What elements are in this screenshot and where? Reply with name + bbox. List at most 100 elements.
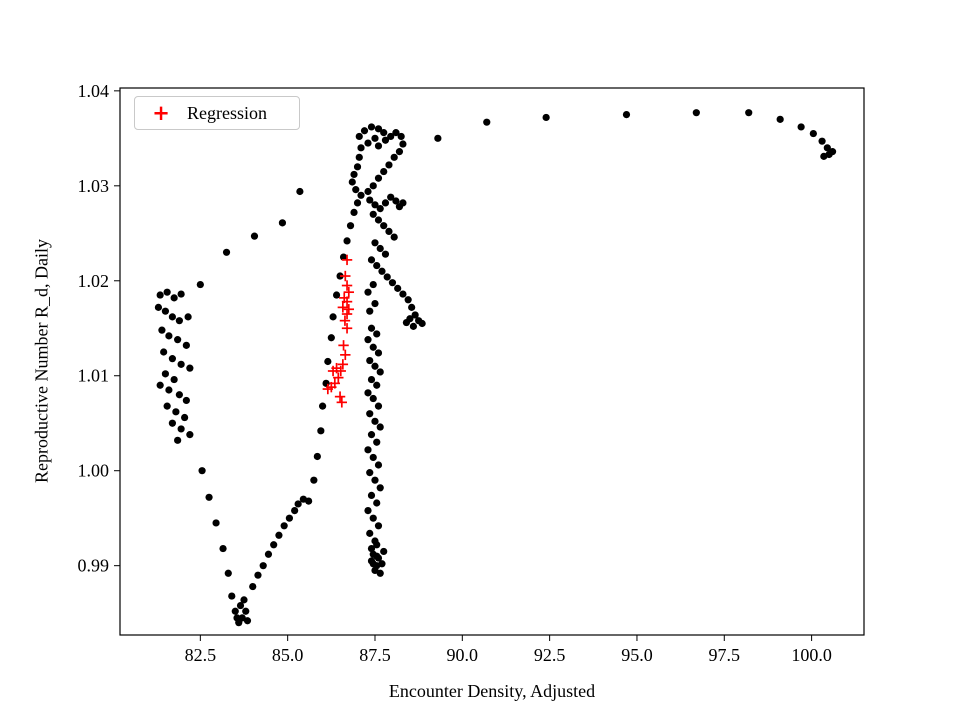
data-point [236,601,245,610]
data-point [350,170,358,179]
data-point [170,375,178,384]
data-point [378,560,386,568]
data-point [381,250,390,258]
data-point [313,452,321,461]
data-point [371,134,379,142]
data-point [745,109,753,117]
data-point [376,205,384,213]
data-point [196,280,204,289]
data-point [371,239,379,247]
data-point [264,550,273,558]
data-point [233,614,241,622]
data-point [350,208,358,217]
data-point [291,506,299,515]
data-point [222,248,231,256]
data-point [387,193,395,201]
data-point [374,125,383,133]
data-point [399,140,407,148]
data-point [371,201,379,209]
data-point [165,332,173,340]
data-point [184,313,192,321]
data-point [390,233,398,241]
data-point [374,554,383,562]
data-point [394,284,402,292]
data-point [352,186,360,194]
data-point [367,557,376,565]
data-point [318,402,327,410]
data-point [168,419,176,427]
data-point [367,431,376,439]
data-point [369,280,377,289]
data-point [369,210,377,218]
data-point [364,446,372,454]
data-point [367,375,376,384]
data-point [228,592,236,600]
data-point [367,324,376,332]
y-tick-label: 0.99 [78,556,110,576]
data-point [383,273,391,281]
data-point [380,222,388,230]
data-point [364,187,372,196]
data-point [408,303,416,311]
data-point [285,514,294,522]
data-point [376,244,384,253]
data-point [366,469,374,477]
data-point [371,476,379,484]
data-point [367,256,376,264]
data-point [249,582,257,591]
data-point [392,129,400,137]
data-point [369,343,377,351]
plot-border [119,87,865,636]
data-point [181,413,189,422]
x-tick-label: 92.5 [534,645,566,665]
data-point [154,303,163,311]
data-point [346,222,355,230]
data-point [270,541,278,549]
data-point [406,315,414,323]
data-point [339,253,348,261]
data-point [374,461,383,469]
data-point [381,136,390,144]
data-point [353,163,362,171]
data-point [692,109,700,117]
data-point [388,279,397,287]
data-point [364,389,372,397]
data-point [357,191,365,199]
data-point [170,294,178,302]
data-point [182,341,190,349]
data-point [387,132,395,141]
data-point [212,519,220,527]
data-point [373,541,381,549]
data-point [366,356,374,365]
data-point [177,290,185,298]
data-point [378,267,386,275]
data-point [240,596,248,604]
data-point [294,500,302,508]
data-point [327,334,335,342]
data-point [366,307,374,315]
data-point [175,391,183,399]
data-point [336,272,344,280]
data-point [373,499,381,507]
data-point [392,197,400,205]
data-point [156,291,164,299]
data-point [374,349,383,357]
data-point [329,313,337,321]
data-point [182,396,190,405]
data-point [332,291,341,299]
data-point [355,132,363,141]
data-point [343,237,351,245]
data-point [296,187,304,196]
data-point [404,296,412,304]
data-point [399,199,407,207]
y-tick-label: 1.01 [78,366,110,386]
data-point [158,326,166,334]
data-point [231,607,239,615]
data-point [371,417,379,425]
x-tick-label: 97.5 [709,645,741,665]
y-axis-label: Reproductive Number R_d, Daily [31,239,52,483]
data-point [163,288,171,296]
data-point [380,167,388,176]
data-point [542,113,550,122]
data-point [243,617,252,625]
